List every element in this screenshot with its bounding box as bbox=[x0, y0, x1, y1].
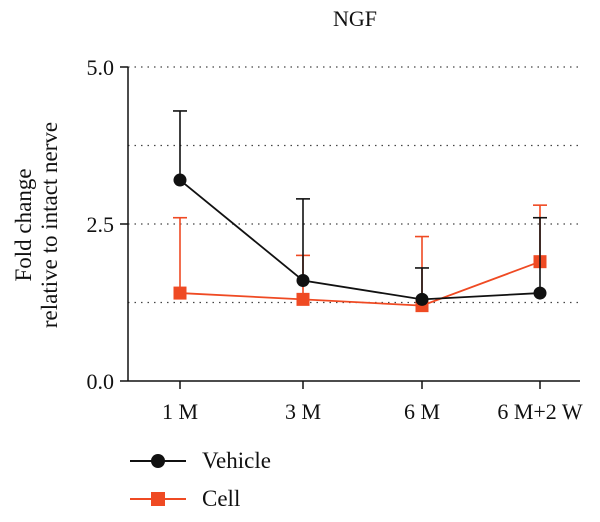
point-cell-1 bbox=[296, 292, 310, 306]
point-vehicle-1 bbox=[296, 274, 310, 288]
point-vehicle-3 bbox=[533, 286, 547, 300]
axes: 0.0 2.5 5.0 1 M 3 M 6 M 6 M+2 W bbox=[87, 55, 583, 424]
series-vehicle bbox=[173, 110, 547, 306]
legend-label-vehicle: Vehicle bbox=[202, 448, 271, 473]
series-line-vehicle bbox=[179, 179, 541, 301]
point-cell-0 bbox=[173, 286, 187, 300]
y-tick-label-1: 2.5 bbox=[87, 212, 115, 237]
series-line-cell bbox=[179, 260, 541, 307]
y-axis-label: Fold change relative to intact nerve bbox=[11, 122, 62, 328]
series-layer bbox=[173, 110, 547, 313]
chart-title: NGF bbox=[333, 6, 377, 31]
legend-swatch-cell bbox=[130, 489, 186, 509]
legend-label-cell: Cell bbox=[202, 486, 241, 511]
gridlines bbox=[128, 66, 580, 304]
legend-item-cell: Cell bbox=[130, 486, 240, 512]
legend-item-vehicle: Vehicle bbox=[130, 448, 271, 474]
y-axis-label-line-2: relative to intact nerve bbox=[37, 122, 62, 328]
legend-swatch-vehicle bbox=[130, 451, 186, 471]
y-tick-label-2: 5.0 bbox=[87, 55, 115, 80]
point-vehicle-0 bbox=[173, 173, 187, 187]
x-tick-label-0: 1 M bbox=[162, 399, 198, 424]
x-tick-label-3: 6 M+2 W bbox=[497, 399, 583, 424]
x-tick-label-1: 3 M bbox=[285, 399, 321, 424]
y-tick-label-0: 0.0 bbox=[87, 369, 115, 394]
y-axis-label-line-1: Fold change bbox=[11, 168, 36, 281]
point-vehicle-2 bbox=[415, 292, 429, 306]
x-tick-label-2: 6 M bbox=[404, 399, 440, 424]
